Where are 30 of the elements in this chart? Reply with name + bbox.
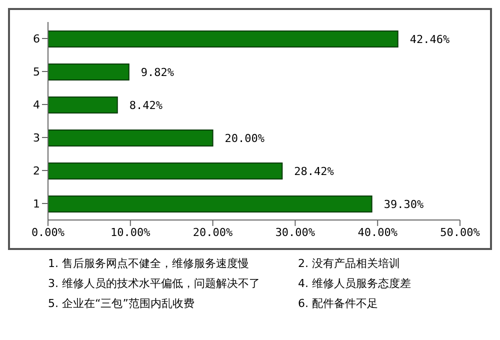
x-tick-label: 50.00% (440, 226, 480, 239)
data-label: 9.82% (140, 66, 174, 79)
data-label: 42.46% (410, 32, 450, 46)
text: 2. 没有产品相关培训 (298, 256, 401, 272)
text: 6. 配件备件不足 (298, 296, 379, 312)
y-tick-label: 6 (33, 32, 40, 46)
y-tick-label: 5 (33, 65, 40, 78)
x-tick-label: 30.00% (275, 226, 316, 239)
y-tick-label: 2 (33, 164, 40, 178)
data-label: 20.00% (224, 132, 265, 145)
bar (48, 96, 118, 114)
x-tick-label: 40.00% (358, 226, 398, 239)
bar (48, 64, 130, 80)
x-tick-label: 20.00% (192, 226, 234, 239)
text: 1. 售后服务网点不健全，维修服务速度慢 (48, 256, 250, 272)
data-label: 39.30% (384, 198, 424, 211)
text: 5. 企业在“三包”范围内乱收费 (48, 296, 196, 312)
x-tick-label: 10.00% (110, 226, 151, 239)
bar (48, 162, 283, 180)
y-tick-label: 4 (33, 98, 40, 112)
y-tick-label: 1 (33, 197, 40, 210)
text: 4. 维修人员服务态度差 (298, 276, 412, 292)
bar (48, 196, 372, 212)
bar (48, 30, 398, 48)
y-tick-label: 3 (33, 131, 40, 144)
bar (48, 130, 214, 146)
x-tick-label: 0.00% (31, 226, 65, 239)
data-label: 28.42% (294, 164, 334, 178)
text: 3. 维修人员的技术水平偏低，问题解决不了 (48, 276, 261, 292)
data-label: 8.42% (129, 98, 163, 112)
